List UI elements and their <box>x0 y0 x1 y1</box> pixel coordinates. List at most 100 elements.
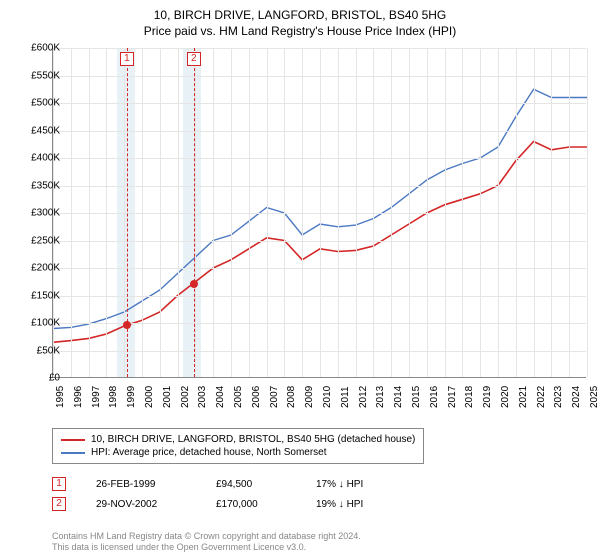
data-point-marker <box>190 280 198 288</box>
annotation-date: 29-NOV-2002 <box>96 499 186 510</box>
annotation-price: £94,500 <box>216 479 286 490</box>
x-axis-label: 2023 <box>553 386 564 408</box>
x-axis-label: 2025 <box>589 386 600 408</box>
x-axis-label: 1999 <box>126 386 137 408</box>
x-axis-label: 2000 <box>144 386 155 408</box>
x-axis-label: 1996 <box>73 386 84 408</box>
gridline-vertical <box>587 48 588 377</box>
gridline-vertical <box>178 48 179 377</box>
annotation-table: 1 26-FEB-1999 £94,500 17% ↓ HPI 2 29-NOV-2002… <box>52 474 363 514</box>
chart-subtitle: Price paid vs. HM Land Registry's House … <box>0 24 600 38</box>
x-axis-label: 2019 <box>482 386 493 408</box>
x-axis-label: 2022 <box>536 386 547 408</box>
y-axis-label: £100K <box>31 318 60 329</box>
gridline-vertical <box>89 48 90 377</box>
x-axis-label: 1997 <box>91 386 102 408</box>
x-axis-label: 2008 <box>286 386 297 408</box>
legend: 10, BIRCH DRIVE, LANGFORD, BRISTOL, BS40… <box>52 428 424 464</box>
gridline-vertical <box>373 48 374 377</box>
x-axis-label: 2009 <box>304 386 315 408</box>
chart-title: 10, BIRCH DRIVE, LANGFORD, BRISTOL, BS40… <box>0 8 600 22</box>
y-axis-label: £350K <box>31 180 60 191</box>
x-axis-label: 2002 <box>180 386 191 408</box>
legend-item: HPI: Average price, detached house, Nort… <box>61 446 415 459</box>
x-axis-label: 2003 <box>197 386 208 408</box>
y-axis-label: £400K <box>31 153 60 164</box>
x-axis-label: 2017 <box>447 386 458 408</box>
y-axis-label: £250K <box>31 235 60 246</box>
gridline-vertical <box>160 48 161 377</box>
gridline-vertical <box>516 48 517 377</box>
y-axis-label: £300K <box>31 208 60 219</box>
x-axis-label: 2024 <box>571 386 582 408</box>
gridline-vertical <box>498 48 499 377</box>
gridline-vertical <box>445 48 446 377</box>
x-axis-label: 2004 <box>215 386 226 408</box>
y-axis-label: £150K <box>31 290 60 301</box>
x-axis-label: 2021 <box>518 386 529 408</box>
annotation-delta: 19% ↓ HPI <box>316 499 363 510</box>
x-axis-label: 2015 <box>411 386 422 408</box>
annotation-row: 2 29-NOV-2002 £170,000 19% ↓ HPI <box>52 494 363 514</box>
annotation-date: 26-FEB-1999 <box>96 479 186 490</box>
x-axis-label: 2006 <box>251 386 262 408</box>
x-axis-label: 2005 <box>233 386 244 408</box>
gridline-vertical <box>534 48 535 377</box>
legend-label: HPI: Average price, detached house, Nort… <box>91 447 327 458</box>
x-axis-label: 2011 <box>340 386 351 408</box>
gridline-vertical <box>391 48 392 377</box>
annotation-marker: 1 <box>52 477 66 491</box>
y-axis-label: £550K <box>31 70 60 81</box>
x-axis-label: 2018 <box>464 386 475 408</box>
title-block: 10, BIRCH DRIVE, LANGFORD, BRISTOL, BS40… <box>0 0 600 42</box>
gridline-vertical <box>71 48 72 377</box>
data-point-marker <box>123 321 131 329</box>
marker-box: 2 <box>187 52 201 66</box>
y-axis-label: £200K <box>31 263 60 274</box>
gridline-vertical <box>106 48 107 377</box>
y-axis-label: £600K <box>31 43 60 54</box>
y-axis-label: £50K <box>37 345 60 356</box>
gridline-vertical <box>195 48 196 377</box>
gridline-vertical <box>569 48 570 377</box>
gridline-vertical <box>356 48 357 377</box>
x-axis-label: 2016 <box>429 386 440 408</box>
gridline-vertical <box>142 48 143 377</box>
gridline-vertical <box>427 48 428 377</box>
gridline-vertical <box>213 48 214 377</box>
gridline-vertical <box>409 48 410 377</box>
marker-line <box>194 48 195 377</box>
x-axis-label: 2007 <box>269 386 280 408</box>
annotation-marker: 2 <box>52 497 66 511</box>
gridline-vertical <box>249 48 250 377</box>
x-axis-label: 2014 <box>393 386 404 408</box>
legend-label: 10, BIRCH DRIVE, LANGFORD, BRISTOL, BS40… <box>91 434 415 445</box>
x-axis-label: 2013 <box>375 386 386 408</box>
footer-line: Contains HM Land Registry data © Crown c… <box>52 531 361 543</box>
y-axis-label: £0 <box>49 373 60 384</box>
annotation-price: £170,000 <box>216 499 286 510</box>
gridline-vertical <box>284 48 285 377</box>
footer-line: This data is licensed under the Open Gov… <box>52 542 361 554</box>
x-axis-label: 1998 <box>108 386 119 408</box>
gridline-vertical <box>551 48 552 377</box>
annotation-delta: 17% ↓ HPI <box>316 479 363 490</box>
x-axis-label: 2012 <box>358 386 369 408</box>
marker-box: 1 <box>120 52 134 66</box>
gridline-vertical <box>302 48 303 377</box>
gridline-vertical <box>231 48 232 377</box>
gridline-vertical <box>462 48 463 377</box>
footer-attribution: Contains HM Land Registry data © Crown c… <box>52 531 361 554</box>
x-axis-label: 2020 <box>500 386 511 408</box>
y-axis-label: £500K <box>31 98 60 109</box>
legend-swatch <box>61 452 85 454</box>
legend-swatch <box>61 439 85 441</box>
plot-area: 12 <box>52 48 586 378</box>
y-axis-label: £450K <box>31 125 60 136</box>
x-axis-label: 2001 <box>162 386 173 408</box>
gridline-vertical <box>480 48 481 377</box>
legend-item: 10, BIRCH DRIVE, LANGFORD, BRISTOL, BS40… <box>61 433 415 446</box>
gridline-vertical <box>267 48 268 377</box>
annotation-row: 1 26-FEB-1999 £94,500 17% ↓ HPI <box>52 474 363 494</box>
x-axis-label: 2010 <box>322 386 333 408</box>
